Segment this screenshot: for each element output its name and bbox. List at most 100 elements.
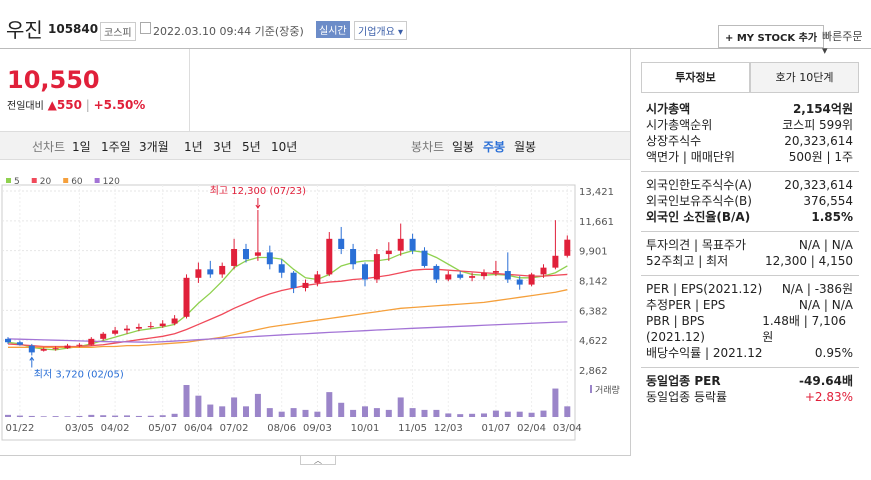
- period-tab[interactable]: 3년: [213, 140, 232, 154]
- quick-order-text: 빠른주문: [822, 30, 863, 43]
- high-annotation: 최고 12,300 (07/23): [210, 185, 306, 197]
- candle-body: [278, 264, 285, 273]
- volume-bar: [195, 395, 202, 417]
- volume-bar: [540, 410, 547, 417]
- candle-tab[interactable]: 월봉: [514, 140, 537, 154]
- x-tick-label: 09/03: [303, 423, 332, 434]
- market-badge: 코스피: [100, 22, 136, 41]
- volume-bar: [362, 406, 368, 417]
- change: ▲550: [47, 98, 82, 112]
- candle-tab[interactable]: 일봉: [452, 140, 475, 154]
- volume-bar: [552, 388, 559, 417]
- volume-bar: [88, 414, 95, 417]
- high-arrow: [255, 198, 261, 209]
- ma-line: [7, 321, 568, 343]
- low-annotation: 최저 3,720 (02/05): [34, 368, 124, 380]
- period-tab[interactable]: 1주일: [101, 140, 131, 154]
- legend-swatch: [31, 178, 37, 183]
- volume-bar: [397, 397, 404, 417]
- candle-body: [445, 274, 452, 280]
- info-section: PER | EPS(2021.12) N/A | -386원 추정PER | EPS…: [641, 275, 859, 367]
- ma-line: [8, 289, 568, 348]
- candle-body: [528, 274, 535, 285]
- volume-bar: [254, 393, 261, 417]
- candle-body: [100, 333, 107, 339]
- candle-body: [147, 326, 154, 328]
- info-label: PER | EPS(2021.12): [646, 282, 763, 296]
- change-label: 전일대비: [7, 101, 44, 112]
- volume-bar: [457, 414, 464, 417]
- period-tab[interactable]: 3개월: [139, 140, 169, 154]
- candle-body: [159, 323, 166, 327]
- candle-body: [397, 238, 404, 251]
- period-tab[interactable]: 5년: [242, 140, 261, 154]
- volume-bar: [28, 415, 35, 417]
- info-row: 시가총액 2,154억원: [641, 101, 859, 117]
- period-tab[interactable]: 1일: [72, 140, 91, 154]
- candle-body: [362, 264, 368, 280]
- legend-label: 60: [71, 177, 83, 187]
- quick-order[interactable]: 빠른주문 ▾: [822, 30, 863, 57]
- candle-body: [421, 250, 428, 266]
- chart: 2,862 4,622 6,382 8,142 9,901 11,661 13,421 01/…: [1, 177, 620, 441]
- volume-bar: [516, 411, 523, 417]
- info-value: 0.95%: [814, 346, 853, 360]
- stock-name: 우진: [6, 18, 43, 42]
- period-tab[interactable]: 1년: [184, 140, 203, 154]
- volume-bar: [124, 415, 130, 417]
- candle-body: [373, 254, 380, 280]
- period-tab[interactable]: 10년: [271, 140, 298, 154]
- x-tick-label: 11/05: [398, 423, 427, 434]
- candle-body: [302, 282, 309, 288]
- info-value: 1.85%: [811, 210, 853, 224]
- change-row: 전일대비 ▲550 | +5.50%: [7, 98, 146, 112]
- x-tick-label: 03/05: [65, 423, 94, 434]
- info-row: 배당수익률 | 2021.12 0.95%: [641, 345, 859, 361]
- info-row: 52주최고 | 최저 12,300 | 4,150: [641, 253, 859, 269]
- volume-bar: [40, 416, 47, 417]
- volume-bar: [421, 409, 428, 417]
- x-tick-label: 03/04: [553, 423, 582, 434]
- info-value: N/A | N/A: [798, 298, 853, 312]
- info-label: 동일업종 PER: [646, 374, 721, 388]
- line-chart-label: 선차트: [32, 140, 66, 154]
- candle-body: [207, 269, 214, 275]
- info-section: 외국인한도주식수(A) 20,323,614 외국인보유주식수(B) 376,554 외…: [641, 171, 859, 231]
- volume-bar: [314, 411, 321, 417]
- y-tick-label: 4,622: [579, 336, 608, 347]
- volume-bar: [207, 404, 214, 417]
- volume-bar: [528, 412, 535, 417]
- info-label: 액면가 | 매매단위: [646, 150, 735, 164]
- candle-body: [266, 252, 273, 265]
- x-tick-label: 06/04: [184, 423, 213, 434]
- candle-body: [564, 239, 571, 256]
- realtime-badge[interactable]: 실시간: [316, 21, 350, 38]
- info-row: 외국인보유주식수(B) 376,554: [641, 193, 859, 209]
- y-tick-label: 2,862: [579, 366, 608, 377]
- candle-tab[interactable]: 주봉: [483, 140, 506, 154]
- plot-frame: [1, 184, 576, 441]
- x-tick-label: 10/01: [351, 423, 380, 434]
- info-label: 외국인보유주식수(B): [646, 194, 752, 208]
- collapse-button[interactable]: ︿: [300, 455, 336, 465]
- volume-bar: [171, 413, 178, 417]
- clock-icon: [140, 22, 151, 34]
- info-tab[interactable]: 호가 10단계: [750, 62, 859, 92]
- info-value: 20,323,614: [784, 178, 853, 192]
- company-overview[interactable]: 기업개요 ▾: [354, 21, 408, 40]
- x-tick-label: 08/06: [267, 423, 296, 434]
- candle-body: [76, 344, 83, 346]
- info-label: 동일업종 등락률: [646, 390, 728, 404]
- volume-bar: [326, 392, 333, 417]
- info-value: +2.83%: [804, 390, 853, 404]
- volume-bar: [290, 408, 297, 417]
- candle-body: [64, 345, 71, 349]
- info-value: -49.64배: [799, 374, 853, 388]
- volume-icon: [590, 385, 592, 393]
- info-tab[interactable]: 투자정보: [641, 62, 750, 92]
- y-tick-label: 9,901: [579, 247, 608, 258]
- y-tick-label: 6,382: [579, 306, 608, 317]
- my-stock-button[interactable]: + MY STOCK 추가: [718, 25, 825, 48]
